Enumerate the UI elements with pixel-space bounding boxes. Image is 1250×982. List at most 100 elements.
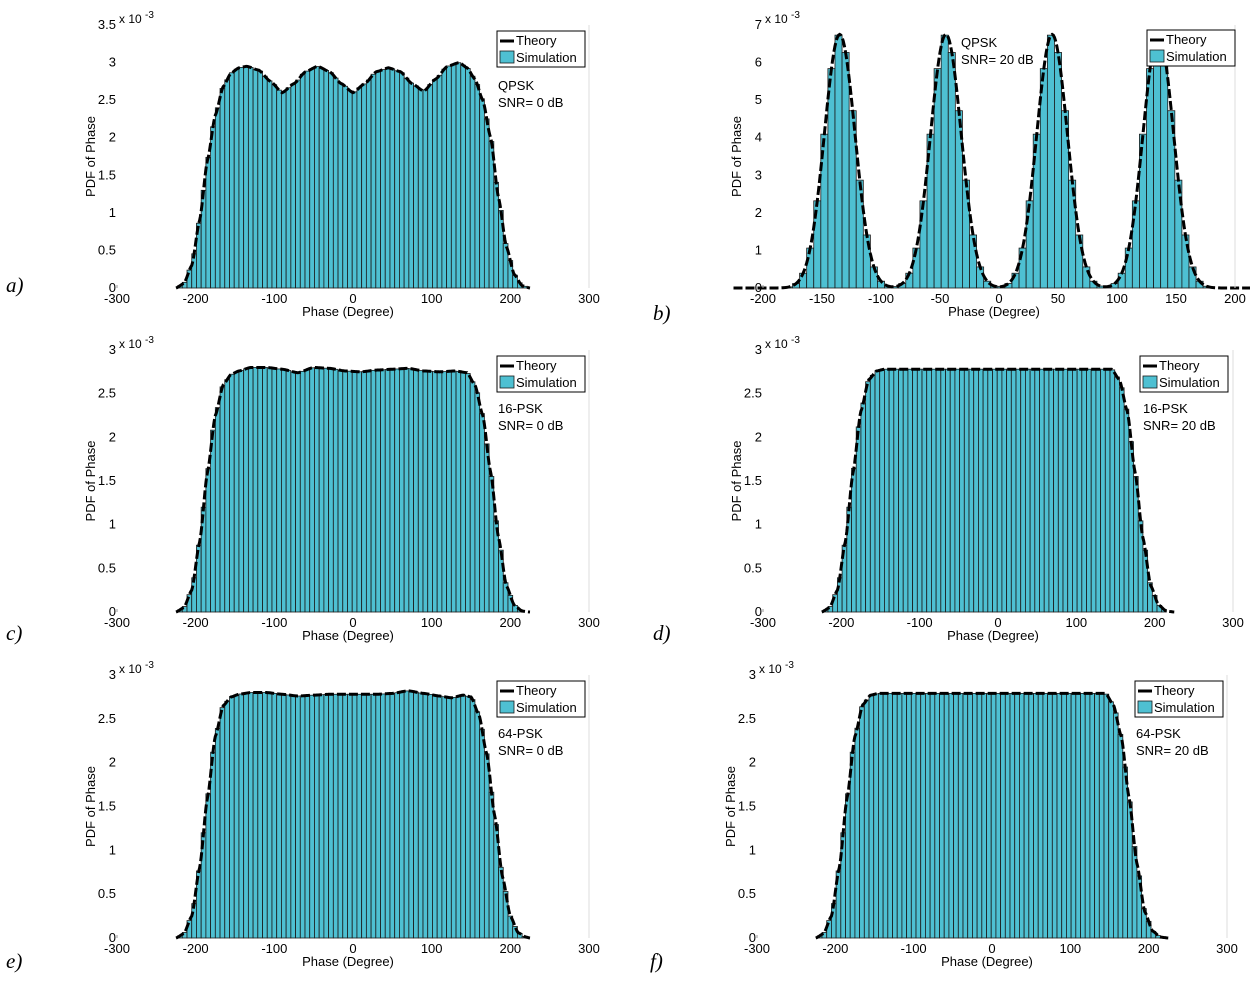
x-tick-label: -200: [822, 941, 848, 956]
histogram-bar: [1084, 693, 1091, 939]
x-tick-label: 200: [499, 291, 521, 306]
histogram-bar: [323, 367, 330, 613]
y-tick-label: 0: [109, 604, 116, 619]
histogram-bar: [351, 371, 358, 613]
histogram-bar: [1034, 368, 1040, 613]
legend-simulation-swatch: [499, 375, 515, 389]
legend: Theory Simulation: [1134, 680, 1224, 718]
histogram-bar: [351, 693, 358, 939]
x-tick-label: 300: [1216, 941, 1238, 956]
y-tick-label: 1: [755, 517, 762, 532]
histogram-bar: [394, 692, 400, 939]
histogram-bar: [389, 693, 396, 939]
histogram-bar: [469, 75, 476, 289]
histogram-bar: [1081, 368, 1087, 613]
theory-curve: [175, 61, 531, 290]
histogram-bar: [982, 368, 989, 613]
y-tick-label: 1: [109, 842, 116, 857]
y-tick-label: 0: [749, 930, 756, 945]
histogram-bar: [384, 67, 391, 289]
histogram-bar: [948, 693, 955, 939]
histogram-bar: [314, 694, 320, 939]
y-axis-label: PDF of Phase: [729, 116, 744, 197]
histogram-bar: [233, 371, 240, 613]
histogram-bar: [323, 70, 330, 289]
histogram-bar: [318, 694, 325, 939]
histogram-bar: [413, 85, 419, 289]
histogram-bar: [1014, 693, 1020, 939]
histogram-bar: [1061, 693, 1067, 939]
histogram-bar: [1062, 368, 1069, 613]
x-tick-label: 0: [349, 615, 356, 630]
histogram-bar: [968, 368, 975, 613]
histogram-bar: [1004, 693, 1011, 939]
histogram-bar: [963, 368, 970, 613]
x-tick-label: 300: [578, 291, 600, 306]
histogram-bar: [992, 368, 998, 613]
histogram-bar: [328, 693, 334, 939]
histogram-bar: [417, 89, 424, 289]
histogram-bar: [427, 84, 433, 289]
legend: Theory Simulation: [496, 680, 586, 718]
histogram-bar: [191, 253, 197, 289]
histogram-bar: [214, 107, 221, 289]
histogram-bar: [1181, 234, 1190, 289]
histogram-bar: [873, 693, 879, 939]
histogram-bar: [1061, 110, 1070, 289]
histogram-bar: [247, 692, 254, 939]
legend-simulation-label: Simulation: [1159, 375, 1220, 390]
histogram-bar: [347, 693, 353, 939]
histogram-bar: [953, 693, 959, 939]
histogram-bar: [299, 370, 306, 613]
x-tick-label: 100: [1065, 615, 1087, 630]
histogram-bar: [1123, 408, 1130, 613]
histogram-bar: [337, 693, 344, 939]
histogram-bar: [450, 696, 457, 939]
chart-panel-b: -200 -150 -100 -50 0 50 100 150 200 0 1 2 3 4 5 6 7 x 10 …: [653, 10, 1250, 325]
x-tick-label: 0: [349, 291, 356, 306]
panel-letter: e): [6, 949, 22, 973]
y-tick-label: 5: [755, 92, 762, 107]
histogram-bar: [1053, 368, 1059, 613]
histogram-bar: [342, 693, 348, 939]
histogram-bar: [436, 695, 443, 939]
histogram-bar: [233, 694, 240, 939]
histogram-bar: [299, 73, 306, 289]
x-tick-label: 300: [578, 615, 600, 630]
y-tick-label: 2: [755, 205, 762, 220]
histogram-bar: [483, 118, 490, 289]
y-tick-label: 0.5: [98, 560, 116, 575]
x-tick-label: 200: [499, 941, 521, 956]
y-tick-label: 2.5: [98, 711, 116, 726]
histogram-bar: [375, 70, 381, 289]
histogram-bar: [403, 690, 410, 939]
histogram-bar: [939, 693, 945, 939]
histogram-bar: [962, 693, 969, 939]
y-tick-label: 1.5: [744, 473, 762, 488]
histogram-bar: [1000, 693, 1006, 939]
histogram-bar: [947, 52, 956, 289]
histogram-bar: [926, 368, 932, 613]
histogram-bar: [276, 89, 282, 289]
histogram-bar: [332, 693, 339, 939]
histogram-bar: [921, 368, 928, 613]
histogram-bar: [328, 368, 334, 613]
legend-theory-label: Theory: [1154, 683, 1195, 698]
x-tick-label: 200: [499, 615, 521, 630]
histogram-bar: [1098, 693, 1105, 939]
histogram-bar: [455, 370, 462, 613]
histogram-bar: [229, 373, 235, 613]
histogram-bar: [460, 694, 466, 939]
histogram-bar: [1066, 693, 1072, 939]
histogram-bar: [863, 699, 870, 939]
histogram-bar: [266, 367, 273, 613]
legend-simulation-label: Simulation: [516, 50, 577, 65]
histogram-bar: [474, 84, 481, 289]
histogram-bar: [281, 91, 287, 289]
y-tick-label: 3: [109, 55, 116, 70]
histogram-bar: [855, 426, 862, 613]
histogram-bar: [954, 368, 961, 613]
legend-theory-label: Theory: [516, 683, 557, 698]
histogram-bar: [1153, 34, 1162, 289]
x-axis-label: Phase (Degree): [302, 304, 394, 319]
